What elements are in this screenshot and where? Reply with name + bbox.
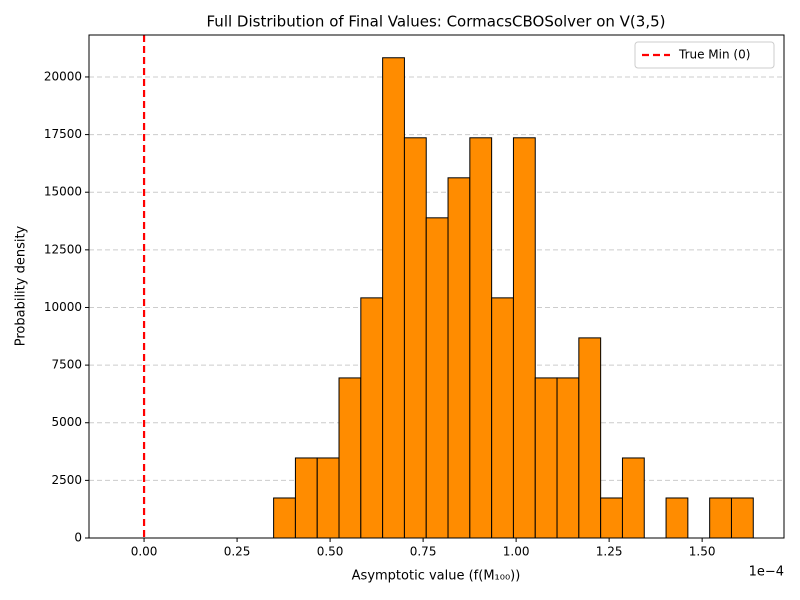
chart-title: Full Distribution of Final Values: Corma… (207, 13, 666, 31)
bar (621, 457, 645, 539)
bar (273, 497, 296, 539)
y-tick-label: 5000 (51, 415, 82, 429)
x-tick-label: 1.25 (596, 545, 623, 559)
bar (556, 377, 580, 539)
y-tick-label: 15000 (44, 185, 82, 199)
bar (360, 297, 384, 539)
y-tick-label: 0 (74, 531, 82, 545)
bar (491, 297, 514, 539)
bar (294, 457, 318, 539)
bar (338, 377, 362, 539)
y-tick-label: 17500 (44, 127, 82, 141)
y-tick-label: 20000 (44, 69, 82, 83)
bar (382, 57, 405, 539)
x-tick-label: 0.25 (224, 545, 251, 559)
y-tick-label: 7500 (51, 358, 82, 372)
bar (447, 177, 471, 539)
y-tick-label: 10000 (44, 300, 82, 314)
bar (469, 137, 493, 539)
y-axis-label: Probability density (14, 225, 29, 346)
bar (578, 337, 602, 539)
x-tick-label: 0.75 (410, 545, 437, 559)
bar (709, 497, 732, 539)
bar (730, 497, 754, 539)
bar (316, 457, 340, 539)
bar (403, 137, 427, 539)
bar (425, 217, 449, 539)
x-offset-text: 1e−4 (749, 565, 784, 580)
bar (600, 497, 623, 539)
y-tick-label: 12500 (44, 242, 82, 256)
x-axis-label: Asymptotic value (f(M₁₀₀)) (352, 569, 521, 584)
bar (534, 377, 558, 539)
x-tick-label: 0.50 (317, 545, 344, 559)
x-tick-label: 1.00 (503, 545, 530, 559)
x-tick-label: 0.00 (131, 545, 158, 559)
plot-frame (88, 34, 785, 539)
bar (665, 497, 689, 539)
legend-box (634, 41, 775, 69)
x-tick-label: 1.50 (689, 545, 716, 559)
y-tick-label: 2500 (51, 473, 82, 487)
legend-label: True Min (0) (678, 48, 750, 62)
bar (512, 137, 536, 539)
